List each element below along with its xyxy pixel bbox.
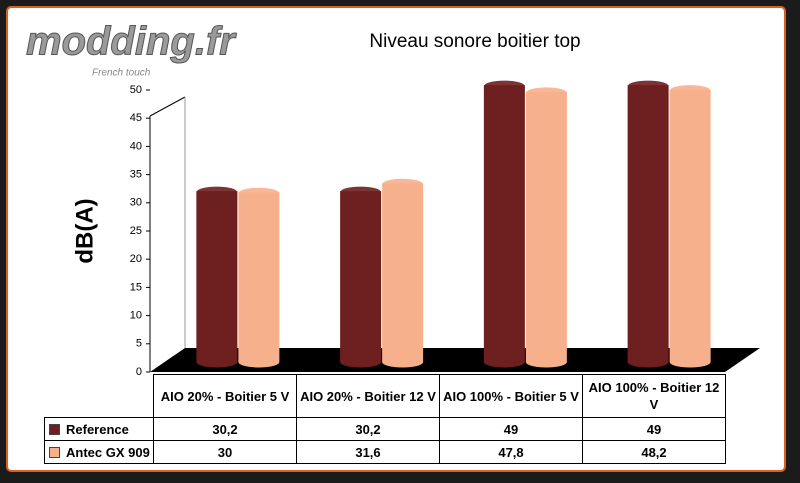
bar-top [340, 186, 381, 197]
y-tick-label: 50 [130, 84, 142, 96]
bar-top [196, 186, 237, 197]
bar [627, 85, 669, 368]
data-label: 30,2 [296, 417, 440, 441]
bar [669, 89, 711, 368]
bar [525, 91, 567, 368]
y-tick-label: 10 [130, 310, 142, 322]
y-tick-label: 25 [130, 225, 142, 237]
legend-label: Reference [66, 421, 129, 437]
y-tick-label: 20 [130, 253, 142, 265]
data-label: 31,6 [296, 440, 440, 464]
x-tick-label: AIO 100% - Boitier 12 V [582, 374, 726, 418]
y-tick-label: 5 [136, 338, 142, 350]
data-label: 30,2 [153, 417, 297, 441]
data-label: 48,2 [582, 440, 726, 464]
y-tick-label: 45 [130, 112, 142, 124]
x-tick-label: AIO 20% - Boitier 5 V [153, 374, 297, 418]
y-tick-label: 30 [130, 197, 142, 209]
legend-entry: Reference [44, 417, 154, 441]
y-tick-label: 15 [130, 281, 142, 293]
bar [340, 191, 382, 368]
data-label: 49 [439, 417, 583, 441]
table-corner [45, 375, 154, 418]
floor [150, 348, 760, 372]
x-tick-label: AIO 20% - Boitier 12 V [296, 374, 440, 418]
bar-top [382, 178, 423, 189]
legend-entry: Antec GX 909 [44, 440, 154, 464]
legend-label: Antec GX 909 [66, 444, 150, 460]
bar [483, 85, 525, 368]
logo-tagline: French touch [92, 68, 151, 79]
data-label: 49 [582, 417, 726, 441]
data-label: 30 [153, 440, 297, 464]
bar-top [238, 187, 279, 198]
wall-edge [149, 96, 186, 117]
y-tick-label: 40 [130, 140, 142, 152]
bar [238, 192, 280, 368]
bar-top [670, 85, 711, 96]
table-row: Antec GX 909 30 31,6 47,8 48,2 [44, 440, 726, 464]
bar-top [484, 80, 525, 91]
bar [382, 183, 424, 368]
table-row: Reference 30,2 30,2 49 49 [44, 417, 726, 441]
y-axis-label: dB(A) [71, 198, 98, 263]
legend-swatch [49, 446, 60, 458]
logo-name: modding.fr [26, 20, 237, 64]
y-tick-label: 35 [130, 169, 142, 181]
bar-top [628, 80, 669, 91]
table-row: AIO 20% - Boitier 5 V AIO 20% - Boitier 1… [45, 374, 726, 418]
bar-top [526, 87, 567, 98]
chart-title: Niveau sonore boitier top [369, 31, 580, 52]
legend-swatch [49, 423, 60, 435]
x-tick-label: AIO 100% - Boitier 5 V [439, 374, 583, 418]
y-tick-label: 0 [136, 366, 142, 378]
data-table: AIO 20% - Boitier 5 V AIO 20% - Boitier 1… [44, 374, 726, 464]
data-label: 47,8 [439, 440, 583, 464]
bar [196, 191, 238, 368]
